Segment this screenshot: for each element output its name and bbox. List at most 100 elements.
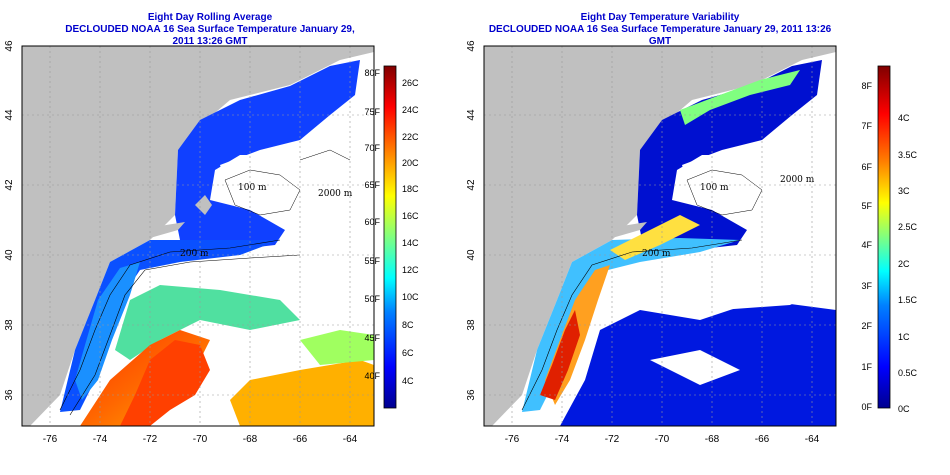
left-cb-c-3: 20C	[402, 158, 419, 168]
left-cb-c-9: 8C	[402, 320, 414, 330]
left-cb-c-7: 12C	[402, 265, 419, 275]
right-cb-c-6: 1C	[898, 332, 910, 342]
right-xtick-5: -66	[755, 434, 770, 445]
left-title-line2: DECLOUDED NOAA 16 Sea Surface Temperatur…	[65, 24, 355, 47]
right-ytick-1: 44	[466, 109, 477, 121]
left-cb-c-0: 26C	[402, 78, 419, 88]
left-ytick-0: 46	[4, 40, 15, 52]
left-colorbar-f-labels: 80F 75F 70F 65F 60F 55F 50F 45F 40F	[364, 68, 380, 381]
sst-shelf-inner	[75, 262, 140, 400]
land-long-island	[130, 222, 185, 238]
contour-label-2000m: 2000 m	[318, 189, 353, 199]
right-title-line2: DECLOUDED NOAA 16 Sea Surface Temperatur…	[488, 24, 832, 47]
sst-east-green	[300, 330, 374, 365]
sst-slope-water	[115, 285, 300, 360]
left-xtick-5: -66	[293, 434, 308, 445]
right-cb-f-7: 1F	[861, 362, 872, 372]
left-title-line1: Eight Day Rolling Average	[147, 12, 273, 23]
right-map-frame	[483, 45, 837, 427]
left-cb-c-2: 22C	[402, 132, 419, 142]
contour-gulf	[224, 149, 351, 216]
var-shelf-break	[610, 215, 700, 260]
right-colorbar-f-labels: 8F 7F 6F 5F 4F 3F 2F 1F 0F	[861, 81, 872, 412]
contour-label-100m: 100 m	[238, 183, 267, 193]
right-cb-f-2: 6F	[861, 162, 872, 172]
left-cb-f-7: 45F	[364, 333, 380, 343]
right-cb-c-7: 0.5C	[898, 368, 918, 378]
right-title: Eight Day Temperature Variability DECLOU…	[480, 12, 840, 48]
right-x-axis: -76 -74 -72 -70 -68 -66 -64	[505, 434, 820, 445]
left-ytick-5: 36	[4, 389, 15, 401]
right-grid	[484, 46, 836, 426]
right-cb-f-1: 7F	[861, 121, 872, 131]
contour-200m-right	[521, 239, 743, 411]
contour-label-2000m-right: 2000 m	[780, 175, 815, 185]
right-cb-f-4: 4F	[861, 240, 872, 250]
left-cb-c-4: 18C	[402, 184, 419, 194]
var-coastal-band	[522, 238, 740, 412]
right-map: 100 m 2000 m 200 m	[484, 46, 836, 426]
var-coastal-peak	[540, 310, 580, 400]
right-cb-c-4: 2C	[898, 259, 910, 269]
left-colorbar-c-labels: 26C 24C 22C 20C 18C 16C 14C 12C 10C 8C 6…	[402, 78, 419, 386]
left-cb-f-5: 55F	[364, 256, 380, 266]
right-ytick-2: 42	[466, 179, 477, 191]
left-xtick-1: -74	[93, 434, 108, 445]
sst-south-warm	[230, 360, 374, 426]
left-title: Eight Day Rolling Average DECLOUDED NOAA…	[60, 12, 360, 48]
right-cb-c-5: 1.5C	[898, 295, 918, 305]
left-cb-f-6: 50F	[364, 294, 380, 304]
left-cb-f-2: 70F	[364, 143, 380, 153]
left-ytick-4: 38	[4, 319, 15, 331]
left-map-frame	[21, 45, 375, 427]
left-xtick-2: -72	[143, 434, 158, 445]
contour-2000m	[69, 254, 301, 416]
left-cb-c-10: 6C	[402, 348, 414, 358]
right-cb-c-1: 3.5C	[898, 150, 918, 160]
left-cb-c-11: 4C	[402, 376, 414, 386]
left-cb-f-1: 75F	[364, 107, 380, 117]
left-cb-f-4: 60F	[364, 217, 380, 227]
right-ytick-3: 40	[466, 249, 477, 261]
left-cb-c-1: 24C	[402, 105, 419, 115]
right-xtick-3: -70	[655, 434, 670, 445]
left-xtick-4: -68	[243, 434, 258, 445]
left-cb-f-3: 65F	[364, 180, 380, 190]
left-map: 100 m 2000 m 200 m	[22, 46, 374, 426]
right-xtick-1: -74	[555, 434, 570, 445]
left-cb-f-8: 40F	[364, 371, 380, 381]
right-cb-f-5: 3F	[861, 281, 872, 291]
contour-gulf-right	[686, 169, 763, 216]
right-xtick-4: -68	[705, 434, 720, 445]
right-ytick-0: 46	[466, 40, 477, 52]
left-x-axis: -76 -74 -72 -70 -68 -66 -64	[43, 434, 358, 445]
right-colorbar	[877, 65, 891, 409]
left-cb-c-8: 10C	[402, 292, 419, 302]
left-ytick-3: 40	[4, 249, 15, 261]
left-ytick-1: 44	[4, 109, 15, 121]
cloud-gulf-interior	[220, 140, 365, 220]
left-grid	[22, 46, 374, 426]
contour-label-200m: 200 m	[180, 249, 209, 259]
right-y-axis: 46 44 42 40 38 36	[466, 40, 477, 401]
right-title-line1: Eight Day Temperature Variability	[580, 12, 740, 23]
right-xtick-6: -64	[805, 434, 820, 445]
right-cb-c-3: 2.5C	[898, 222, 918, 232]
right-cb-c-8: 0C	[898, 404, 910, 414]
right-colorbar-c-labels: 4C 3.5C 3C 2.5C 2C 1.5C 1C 0.5C 0C	[898, 113, 918, 414]
cloud-gulf-interior-right	[682, 140, 827, 220]
contour-label-200m-right: 200 m	[642, 249, 671, 259]
land-cape-cod	[195, 195, 212, 215]
right-ytick-4: 38	[466, 319, 477, 331]
left-cb-c-6: 14C	[402, 238, 419, 248]
left-cb-f-0: 80F	[364, 68, 380, 78]
sst-warm-core	[120, 340, 210, 426]
left-y-axis: 46 44 42 40 38 36	[4, 40, 15, 401]
left-xtick-0: -76	[43, 434, 58, 445]
contour-label-100m-right: 100 m	[700, 183, 729, 193]
contour-200m	[59, 239, 281, 411]
right-cb-c-2: 3C	[898, 186, 910, 196]
left-ytick-2: 42	[4, 179, 15, 191]
right-xtick-2: -72	[605, 434, 620, 445]
